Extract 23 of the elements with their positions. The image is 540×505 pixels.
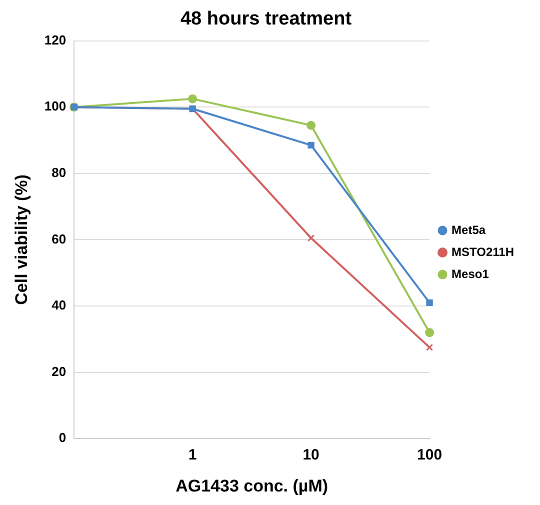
x-axis-title: AG1433 conc. (µM) bbox=[176, 476, 328, 496]
legend-label: Meso1 bbox=[452, 266, 490, 281]
x-tick-label: 10 bbox=[302, 446, 320, 464]
x-tick-label: 1 bbox=[188, 446, 197, 464]
y-tick-label: 60 bbox=[52, 231, 66, 246]
y-axis-title: Cell viability (%) bbox=[12, 174, 31, 305]
point bbox=[426, 344, 434, 352]
y-tick-label: 40 bbox=[52, 298, 66, 313]
point bbox=[308, 142, 314, 149]
chart-title: 48 hours treatment bbox=[180, 8, 352, 30]
y-tick-label: 20 bbox=[52, 364, 66, 379]
legend-label: Met5a bbox=[452, 222, 486, 237]
legend-label: MSTO211H bbox=[452, 244, 514, 259]
point bbox=[306, 120, 316, 130]
y-tick-label: 80 bbox=[52, 164, 66, 180]
point bbox=[425, 328, 434, 338]
point bbox=[188, 94, 198, 104]
y-tick-label: 120 bbox=[44, 32, 66, 48]
y-tick-label: 0 bbox=[58, 430, 66, 446]
point bbox=[307, 234, 315, 242]
point bbox=[426, 299, 433, 306]
y-tick-label: 100 bbox=[44, 98, 66, 114]
x-tick-label: 100 bbox=[417, 446, 442, 464]
